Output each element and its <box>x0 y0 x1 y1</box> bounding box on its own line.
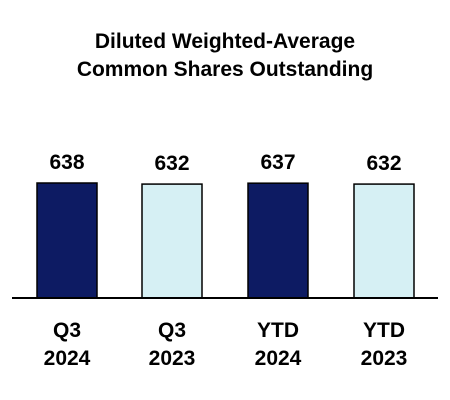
chart-title-line-2: Common Shares Outstanding <box>76 58 374 81</box>
data-label-2: 632 <box>154 152 189 175</box>
data-label-3: 637 <box>260 151 295 174</box>
category-label-3-line-2: 2024 <box>255 347 302 370</box>
category-label-1-line-2: 2024 <box>44 347 91 370</box>
chart-title: Diluted Weighted-Average Common Shares O… <box>0 28 450 84</box>
category-label-3-line-1: YTD <box>257 319 299 342</box>
bar-1 <box>36 182 98 299</box>
category-label-2-line-1: Q3 <box>158 319 186 342</box>
data-label-4: 632 <box>366 152 401 175</box>
category-label-1-line-1: Q3 <box>53 319 81 342</box>
chart-title-line-1: Diluted Weighted-Average <box>94 30 356 53</box>
category-label-2-line-2: 2023 <box>149 347 196 370</box>
bar-4 <box>353 183 415 299</box>
category-label-4-line-1: YTD <box>363 319 405 342</box>
category-label-4-line-2: 2023 <box>361 347 408 370</box>
data-label-1: 638 <box>49 151 84 174</box>
bar-2 <box>141 183 203 299</box>
bar-3 <box>247 182 309 299</box>
